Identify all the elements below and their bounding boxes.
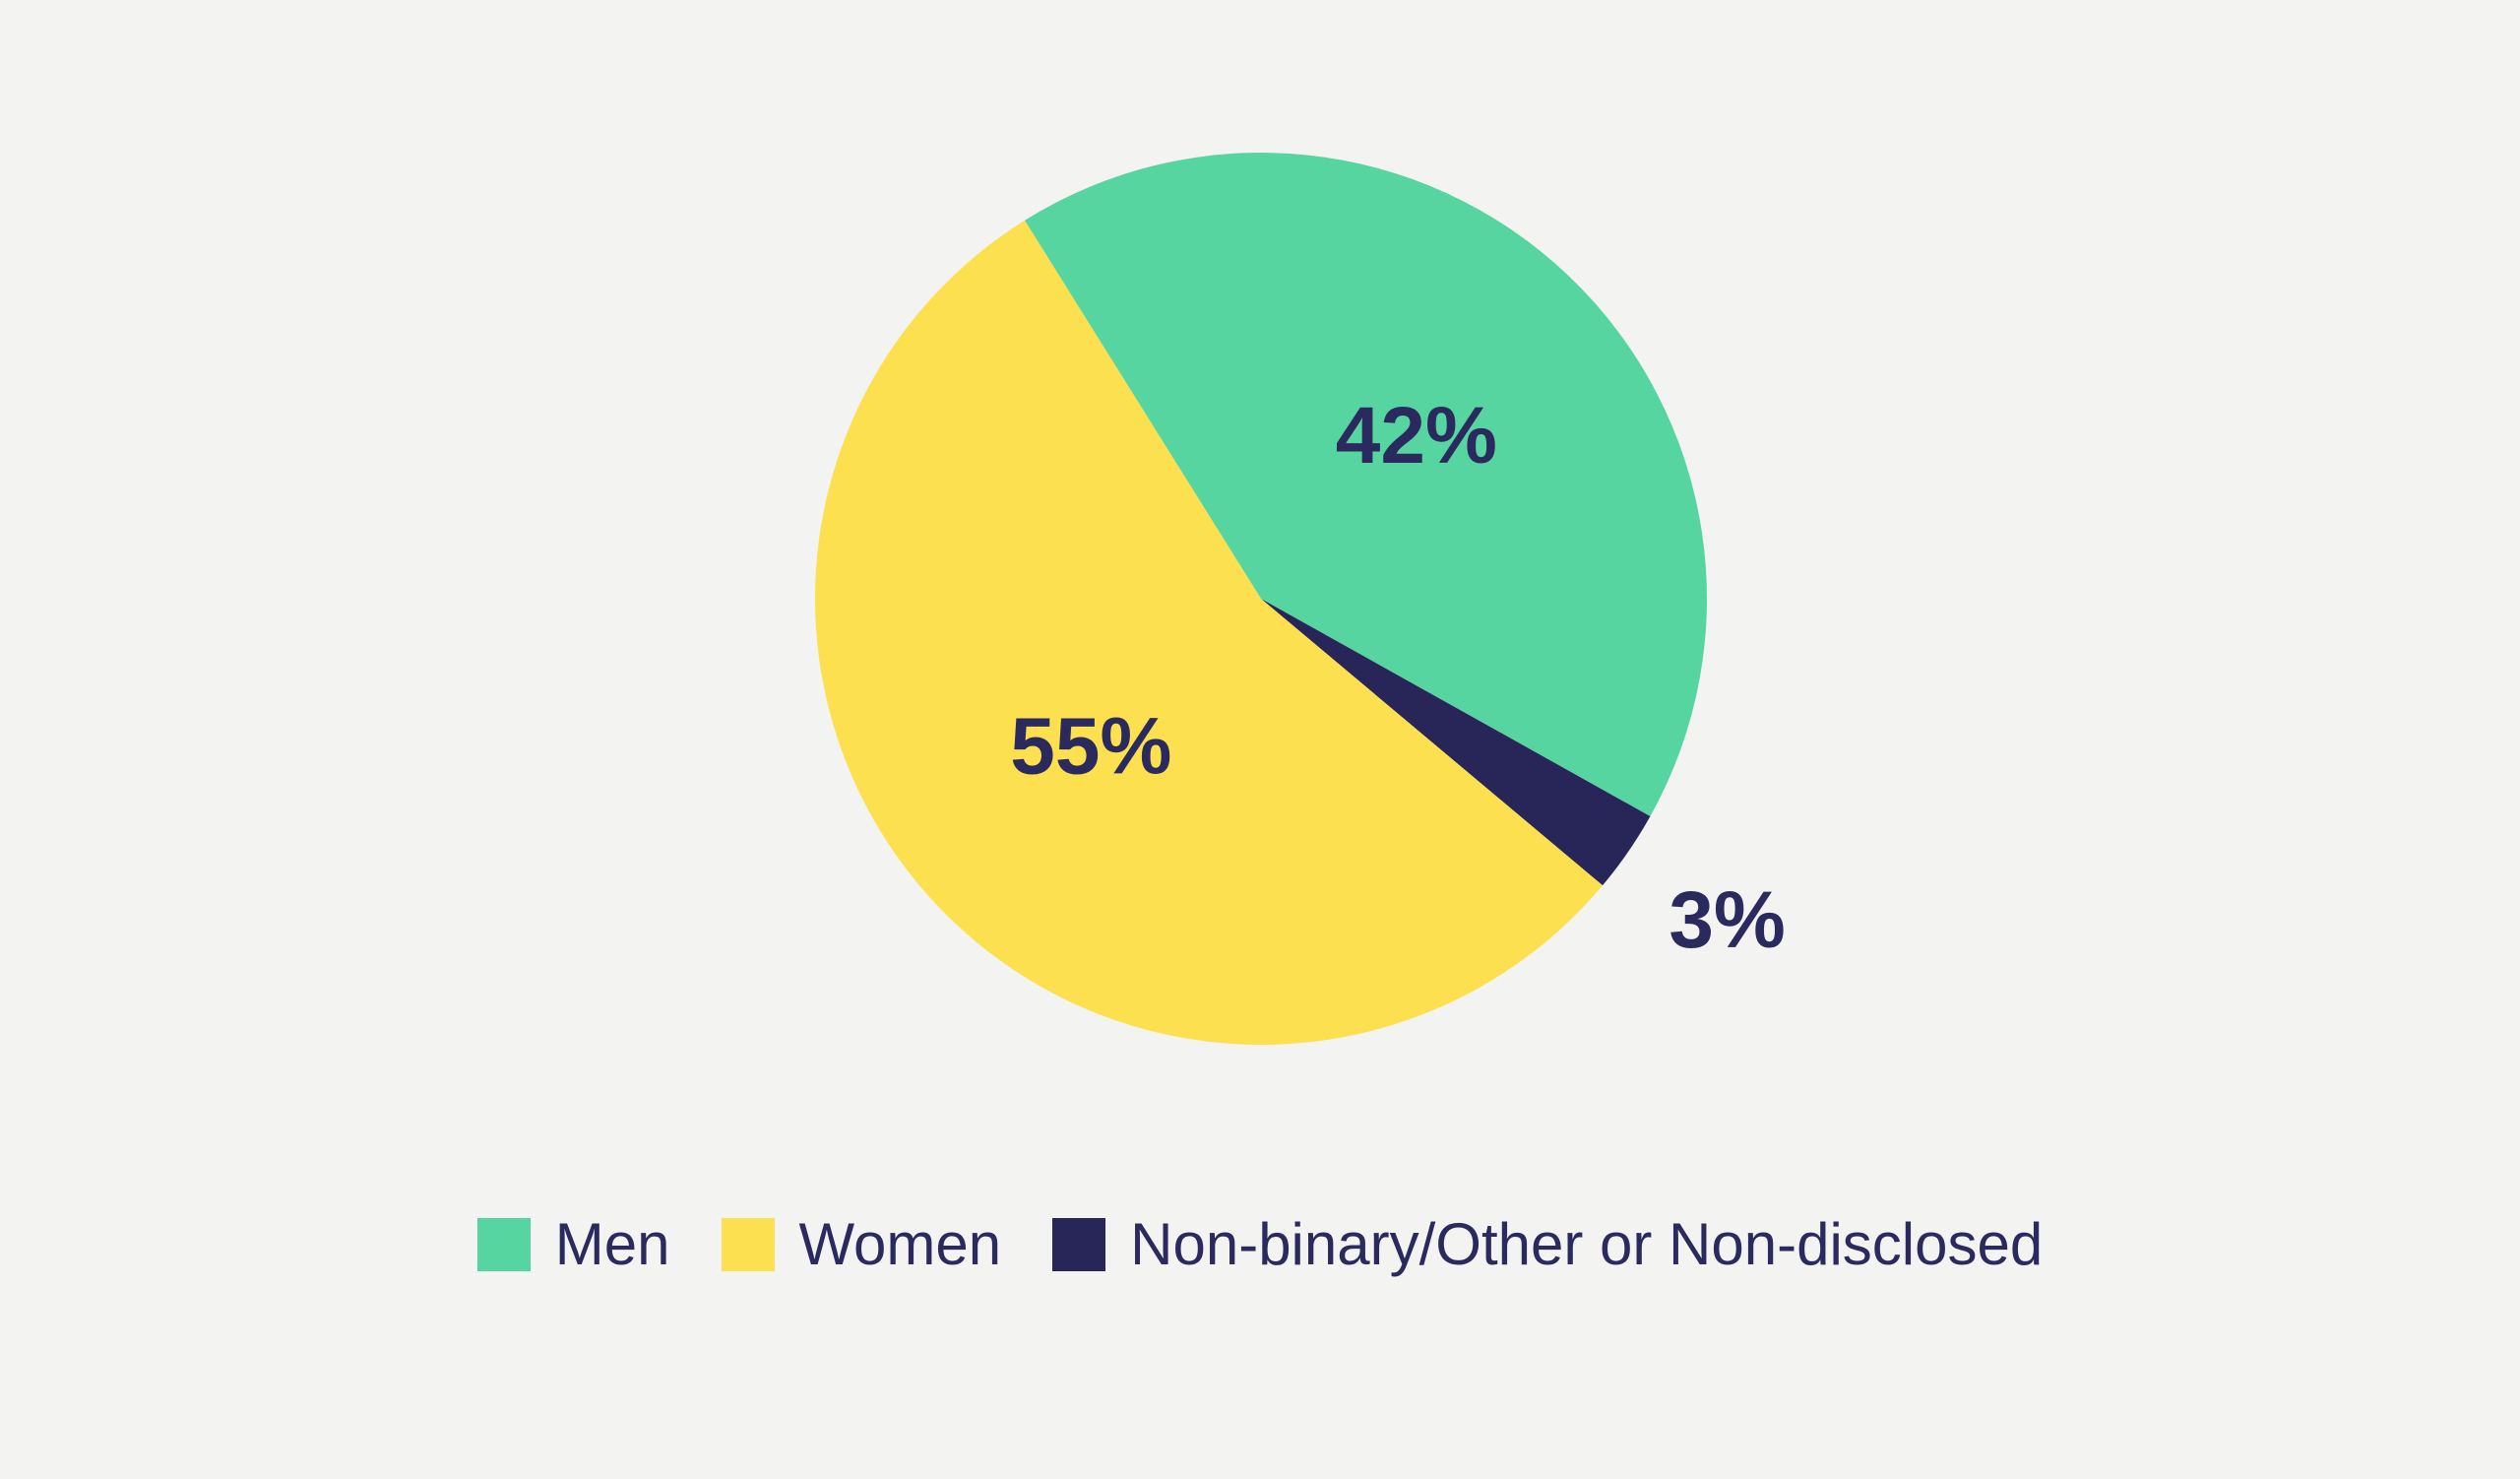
legend-item-men: Men [476, 1211, 670, 1277]
legend-item-non-binary-other-or-non-disclosed: Non-binary/Other or Non-disclosed [1052, 1215, 2043, 1274]
pie-slice-men [1024, 153, 1707, 816]
pie-value-label-women: 55% [1010, 702, 1171, 792]
pie-value-label-non-binary-other-or-non-disclosed: 3% [1669, 875, 1786, 965]
legend-label: Men [554, 1211, 670, 1277]
legend-swatch-icon [1052, 1218, 1106, 1271]
legend: Men Women Non-binary/Other or Non-disclose… [0, 1215, 2520, 1274]
legend-swatch-icon [476, 1218, 531, 1271]
legend-swatch-icon [721, 1218, 775, 1271]
legend-label: Non-binary/Other or Non-disclosed [1130, 1211, 2044, 1277]
pie-value-label-men: 42% [1336, 391, 1497, 481]
pie-slice-women [815, 220, 1604, 1045]
pie-slice-non-binary-other-or-non-disclosed [1261, 599, 1651, 886]
legend-item-women: Women [721, 1211, 1002, 1277]
legend-label: Women [798, 1211, 1002, 1277]
